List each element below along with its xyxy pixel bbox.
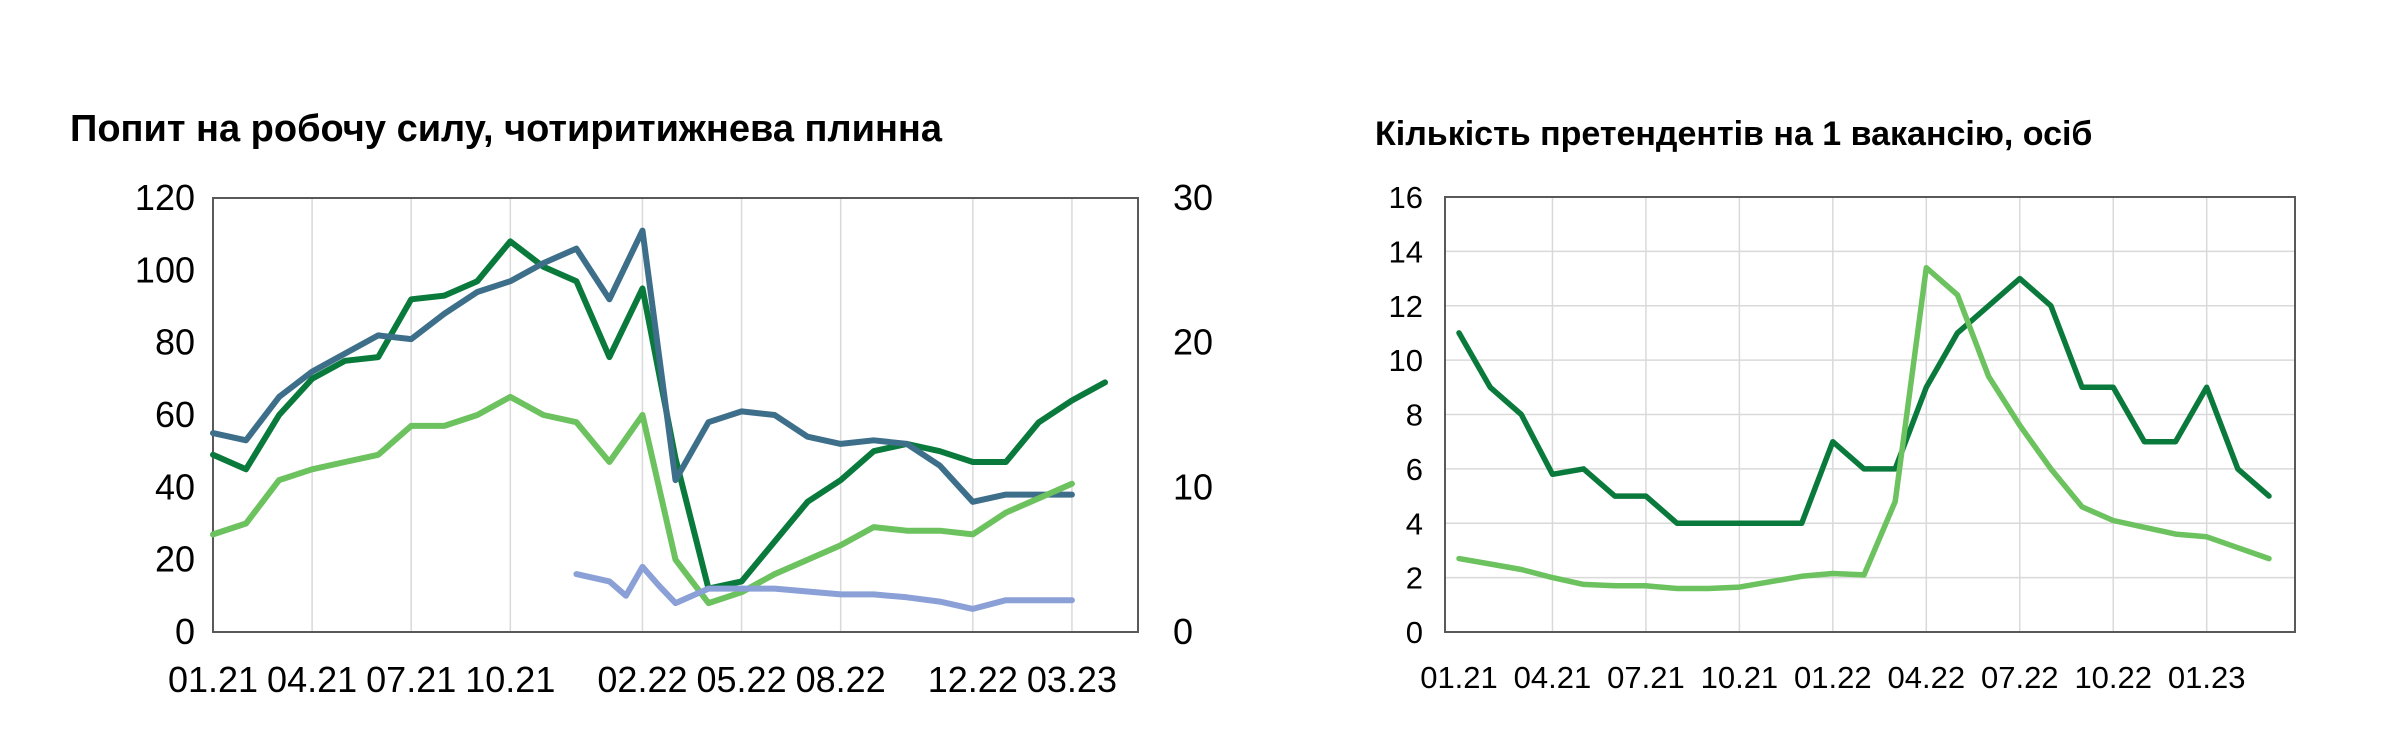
right-y-tick-label: 10 — [1173, 466, 1213, 507]
left-series-line-2 — [210, 227, 1075, 505]
left-y-tick-label: 80 — [155, 322, 195, 363]
right-chart-x-tick-label: 04.21 — [1514, 660, 1592, 695]
left-x-tick-label: 04.21 — [267, 659, 357, 700]
left-x-tick-label: 12.22 — [928, 659, 1018, 700]
left-x-tick-label: 10.21 — [465, 659, 555, 700]
left-x-tick-label: 05.22 — [697, 659, 787, 700]
right-y-tick-label: 0 — [1173, 611, 1193, 652]
right-chart-x-tick-label: 01.23 — [2168, 660, 2246, 695]
right-chart-x-tick-label: 04.22 — [1888, 660, 1966, 695]
left-y-tick-label: 100 — [135, 249, 195, 290]
right-chart-x-tick-label: 07.21 — [1607, 660, 1685, 695]
right-chart-x-tick-label: 07.22 — [1981, 660, 2059, 695]
left-x-tick-label: 02.22 — [597, 659, 687, 700]
right-chart-y-tick-label: 4 — [1406, 506, 1423, 541]
right-plot-frame — [1444, 196, 2296, 633]
left-chart-title: Попит на робочу силу, чотиритижнева плин… — [70, 108, 942, 150]
right-chart-y-tick-label: 0 — [1406, 615, 1423, 650]
right-series-line-1 — [1456, 275, 2272, 527]
left-series-line-3 — [210, 393, 1075, 607]
right-chart-title: Кількість претендентів на 1 вакансію, ос… — [1375, 115, 2093, 153]
left-x-tick-label: 08.22 — [796, 659, 886, 700]
right-chart-x-tick-label: 10.21 — [1701, 660, 1779, 695]
left-x-tick-label: 01.21 — [168, 659, 258, 700]
left-series-line-4 — [573, 563, 1075, 612]
right-chart-y-tick-label: 8 — [1406, 398, 1423, 433]
right-chart-x-tick-label: 10.22 — [2074, 660, 2152, 695]
left-x-tick-label: 03.23 — [1027, 659, 1117, 700]
left-x-tick-label: 07.21 — [366, 659, 456, 700]
left-y-tick-label: 40 — [155, 466, 195, 507]
right-chart-x-tick-label: 01.21 — [1420, 660, 1498, 695]
right-chart-y-tick-label: 2 — [1406, 561, 1423, 596]
right-chart-y-tick-label: 12 — [1389, 289, 1423, 324]
right-series-line-2 — [1456, 264, 2272, 592]
right-y-tick-label: 20 — [1173, 322, 1213, 363]
left-y-tick-label: 60 — [155, 394, 195, 435]
right-chart-y-tick-label: 10 — [1389, 343, 1423, 378]
right-y-tick-label: 30 — [1173, 177, 1213, 218]
right-chart-y-tick-label: 6 — [1406, 452, 1423, 487]
right-chart-y-tick-label: 16 — [1389, 180, 1423, 215]
left-plot-frame — [212, 197, 1139, 633]
right-chart-y-tick-label: 14 — [1389, 234, 1423, 269]
left-y-tick-label: 0 — [175, 611, 195, 652]
left-y-tick-label: 120 — [135, 177, 195, 218]
right-chart-x-tick-label: 01.22 — [1794, 660, 1872, 695]
left-y-tick-label: 20 — [155, 539, 195, 580]
